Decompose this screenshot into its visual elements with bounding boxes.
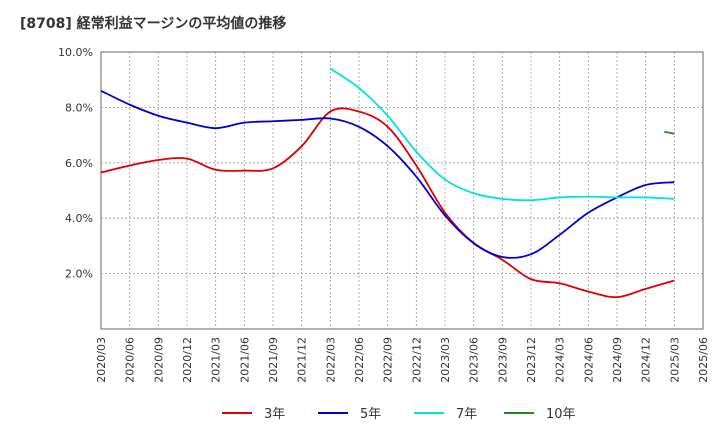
x-tick-label: 2023/06: [468, 337, 481, 383]
legend-label: 7年: [456, 407, 477, 422]
x-tick-label: 2020/06: [124, 337, 137, 383]
chart-title: [8708] 経常利益マージンの平均値の推移: [20, 15, 286, 32]
series-line-1: [100, 89, 675, 259]
x-tick-label: 2024/06: [582, 337, 595, 383]
x-tick-label: 2023/12: [525, 337, 538, 383]
y-axis: 10.0% 8.0% 6.0% 4.0% 2.0%: [58, 46, 93, 281]
legend-label: 10年: [546, 407, 576, 422]
x-tick-label: 2024/03: [554, 337, 567, 383]
x-tick-label: 2021/12: [296, 337, 309, 383]
x-tick-label: 2024/09: [611, 337, 624, 383]
y-tick-label: 2.0%: [65, 268, 93, 281]
y-tick-label: 10.0%: [58, 46, 93, 59]
x-tick-label: 2023/03: [439, 337, 452, 383]
x-tick-label: 2021/09: [267, 337, 280, 383]
x-tick-label: 2021/06: [238, 337, 251, 383]
x-tick-label: 2020/12: [181, 337, 194, 383]
x-tick-label: 2021/03: [210, 337, 223, 383]
y-tick-label: 6.0%: [65, 157, 93, 170]
series-lines: [100, 67, 675, 299]
legend: 3年 5年 7年 10年: [222, 407, 576, 422]
x-tick-label: 2025/06: [697, 337, 710, 383]
series-line-2: [329, 67, 675, 202]
series-line-3: [664, 130, 675, 135]
x-tick-label: 2023/09: [496, 337, 509, 383]
x-tick-label: 2020/09: [152, 337, 165, 383]
grid: [101, 52, 703, 329]
x-tick-label: 2025/03: [668, 337, 681, 383]
x-tick-label: 2024/12: [640, 337, 653, 383]
legend-label: 5年: [360, 407, 381, 422]
y-tick-label: 8.0%: [65, 101, 93, 114]
x-tick-label: 2022/03: [324, 337, 337, 383]
y-tick-label: 4.0%: [65, 212, 93, 225]
x-axis: 2020/03 2020/06 2020/09 2020/12 2021/03 2021/…: [95, 337, 710, 383]
plot-area: [100, 51, 704, 330]
x-tick-label: 2022/06: [353, 337, 366, 383]
x-tick-label: 2022/09: [382, 337, 395, 383]
series-line-0: [100, 107, 675, 299]
x-tick-label: 2020/03: [95, 337, 108, 383]
x-tick-label: 2022/12: [410, 337, 423, 383]
legend-label: 3年: [264, 407, 285, 422]
